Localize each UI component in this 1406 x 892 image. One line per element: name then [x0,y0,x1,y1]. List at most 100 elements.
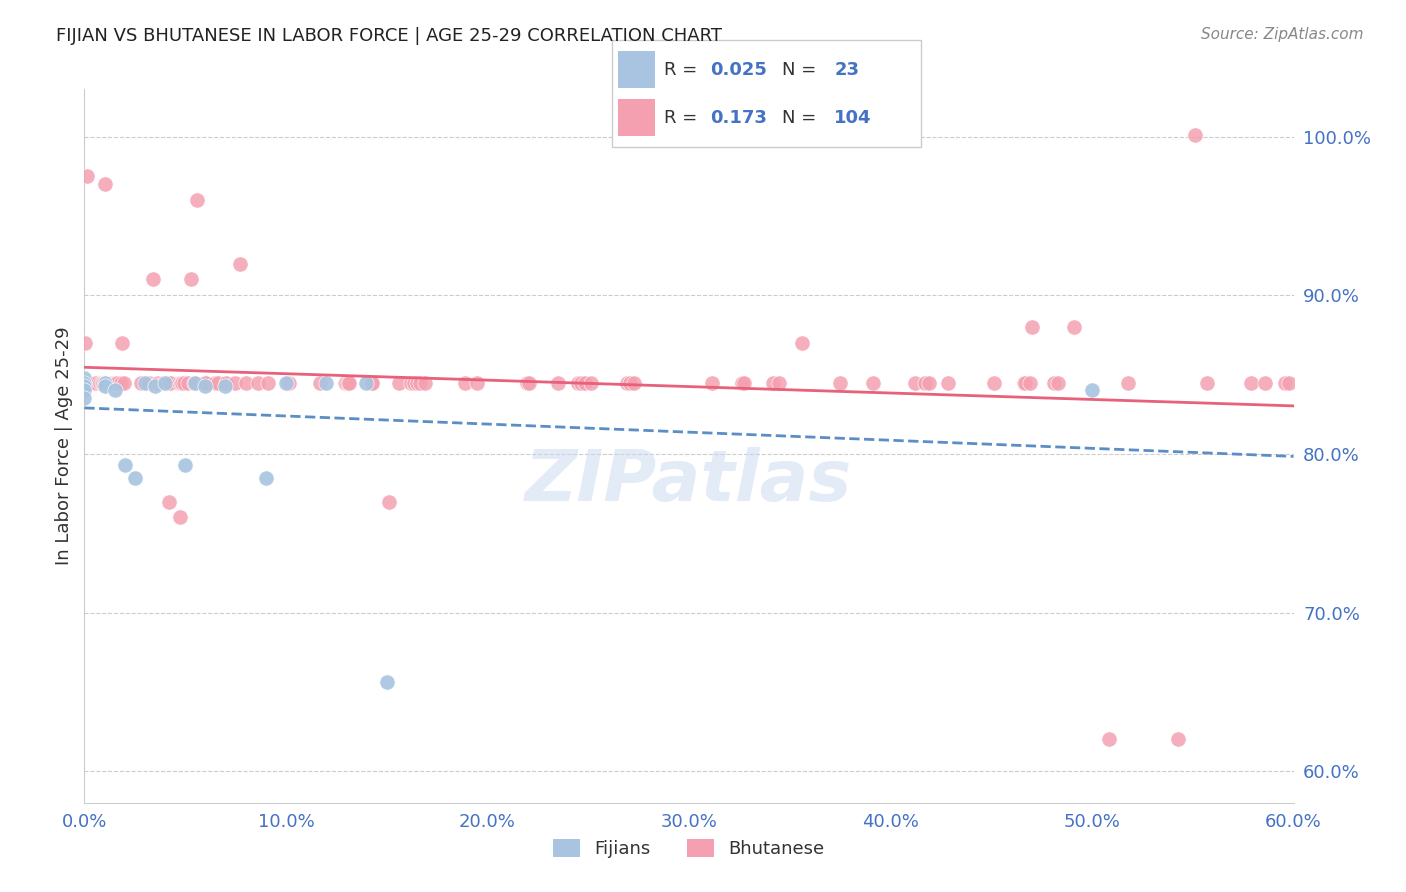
Point [204,376,226,390]
Point [93,178,115,192]
Point [399,376,422,390]
Point [516,376,538,390]
Point [146,376,169,390]
Point [356,376,378,390]
Point [1098,732,1121,747]
Point [159,494,181,508]
Point [76,169,98,184]
Point [138,376,160,390]
FancyBboxPatch shape [617,99,655,136]
Point [173,376,195,390]
Point [183,376,205,390]
Point [1019,376,1042,390]
Point [91,376,114,390]
Point [73,371,96,385]
Point [193,376,215,390]
Text: N =: N = [782,109,815,127]
Point [375,675,398,690]
Point [547,376,569,390]
Point [402,376,425,390]
Point [110,376,132,390]
FancyBboxPatch shape [612,40,921,147]
Point [862,376,884,390]
Point [93,376,115,390]
Point [73,378,96,392]
Point [105,376,128,390]
Point [153,376,176,390]
Point [76,376,98,390]
Point [169,376,191,390]
Point [918,376,941,390]
Point [76,376,98,390]
Text: 0.025: 0.025 [710,61,768,78]
Point [177,376,200,390]
Point [762,376,785,390]
Point [1046,376,1069,390]
Point [93,376,115,390]
Point [581,376,603,390]
Point [186,193,208,207]
Point [84,376,107,390]
Point [623,376,645,390]
Point [904,376,927,390]
Text: Source: ZipAtlas.com: Source: ZipAtlas.com [1201,27,1364,42]
Point [215,376,238,390]
Point [731,376,754,390]
Point [129,376,152,390]
Text: N =: N = [782,61,815,78]
Point [141,272,163,286]
Point [700,376,723,390]
Point [156,376,179,390]
Point [567,376,589,390]
Text: 0.173: 0.173 [710,109,768,127]
Text: R =: R = [664,109,697,127]
Point [194,378,217,392]
Point [89,376,111,390]
Point [1274,376,1296,390]
Point [1043,376,1066,390]
Point [914,376,936,390]
Point [378,494,401,508]
Point [768,376,790,390]
Point [1254,376,1277,390]
Point [224,376,246,390]
Point [93,378,115,392]
Point [335,376,357,390]
Point [408,376,430,390]
Point [315,376,337,390]
Point [254,471,277,485]
Text: 104: 104 [834,109,872,127]
Point [194,376,217,390]
Point [235,376,257,390]
Point [180,272,202,286]
Point [936,376,959,390]
Point [733,376,755,390]
Point [413,376,436,390]
Point [73,392,96,406]
Point [84,376,107,390]
Point [73,376,96,390]
Point [388,376,411,390]
Point [616,376,638,390]
Text: 23: 23 [834,61,859,78]
Point [337,376,360,390]
Point [103,376,125,390]
Point [1195,376,1218,390]
Point [174,458,197,472]
Point [983,376,1005,390]
Point [214,378,236,392]
Point [184,376,207,390]
Point [134,376,156,390]
Point [278,376,301,390]
Point [517,376,540,390]
Point [1014,376,1036,390]
Point [247,376,270,390]
Point [152,376,174,390]
Point [361,376,384,390]
Point [828,376,851,390]
Point [124,471,146,485]
Point [257,376,280,390]
Point [574,376,596,390]
Text: R =: R = [664,61,697,78]
Point [1277,376,1299,390]
